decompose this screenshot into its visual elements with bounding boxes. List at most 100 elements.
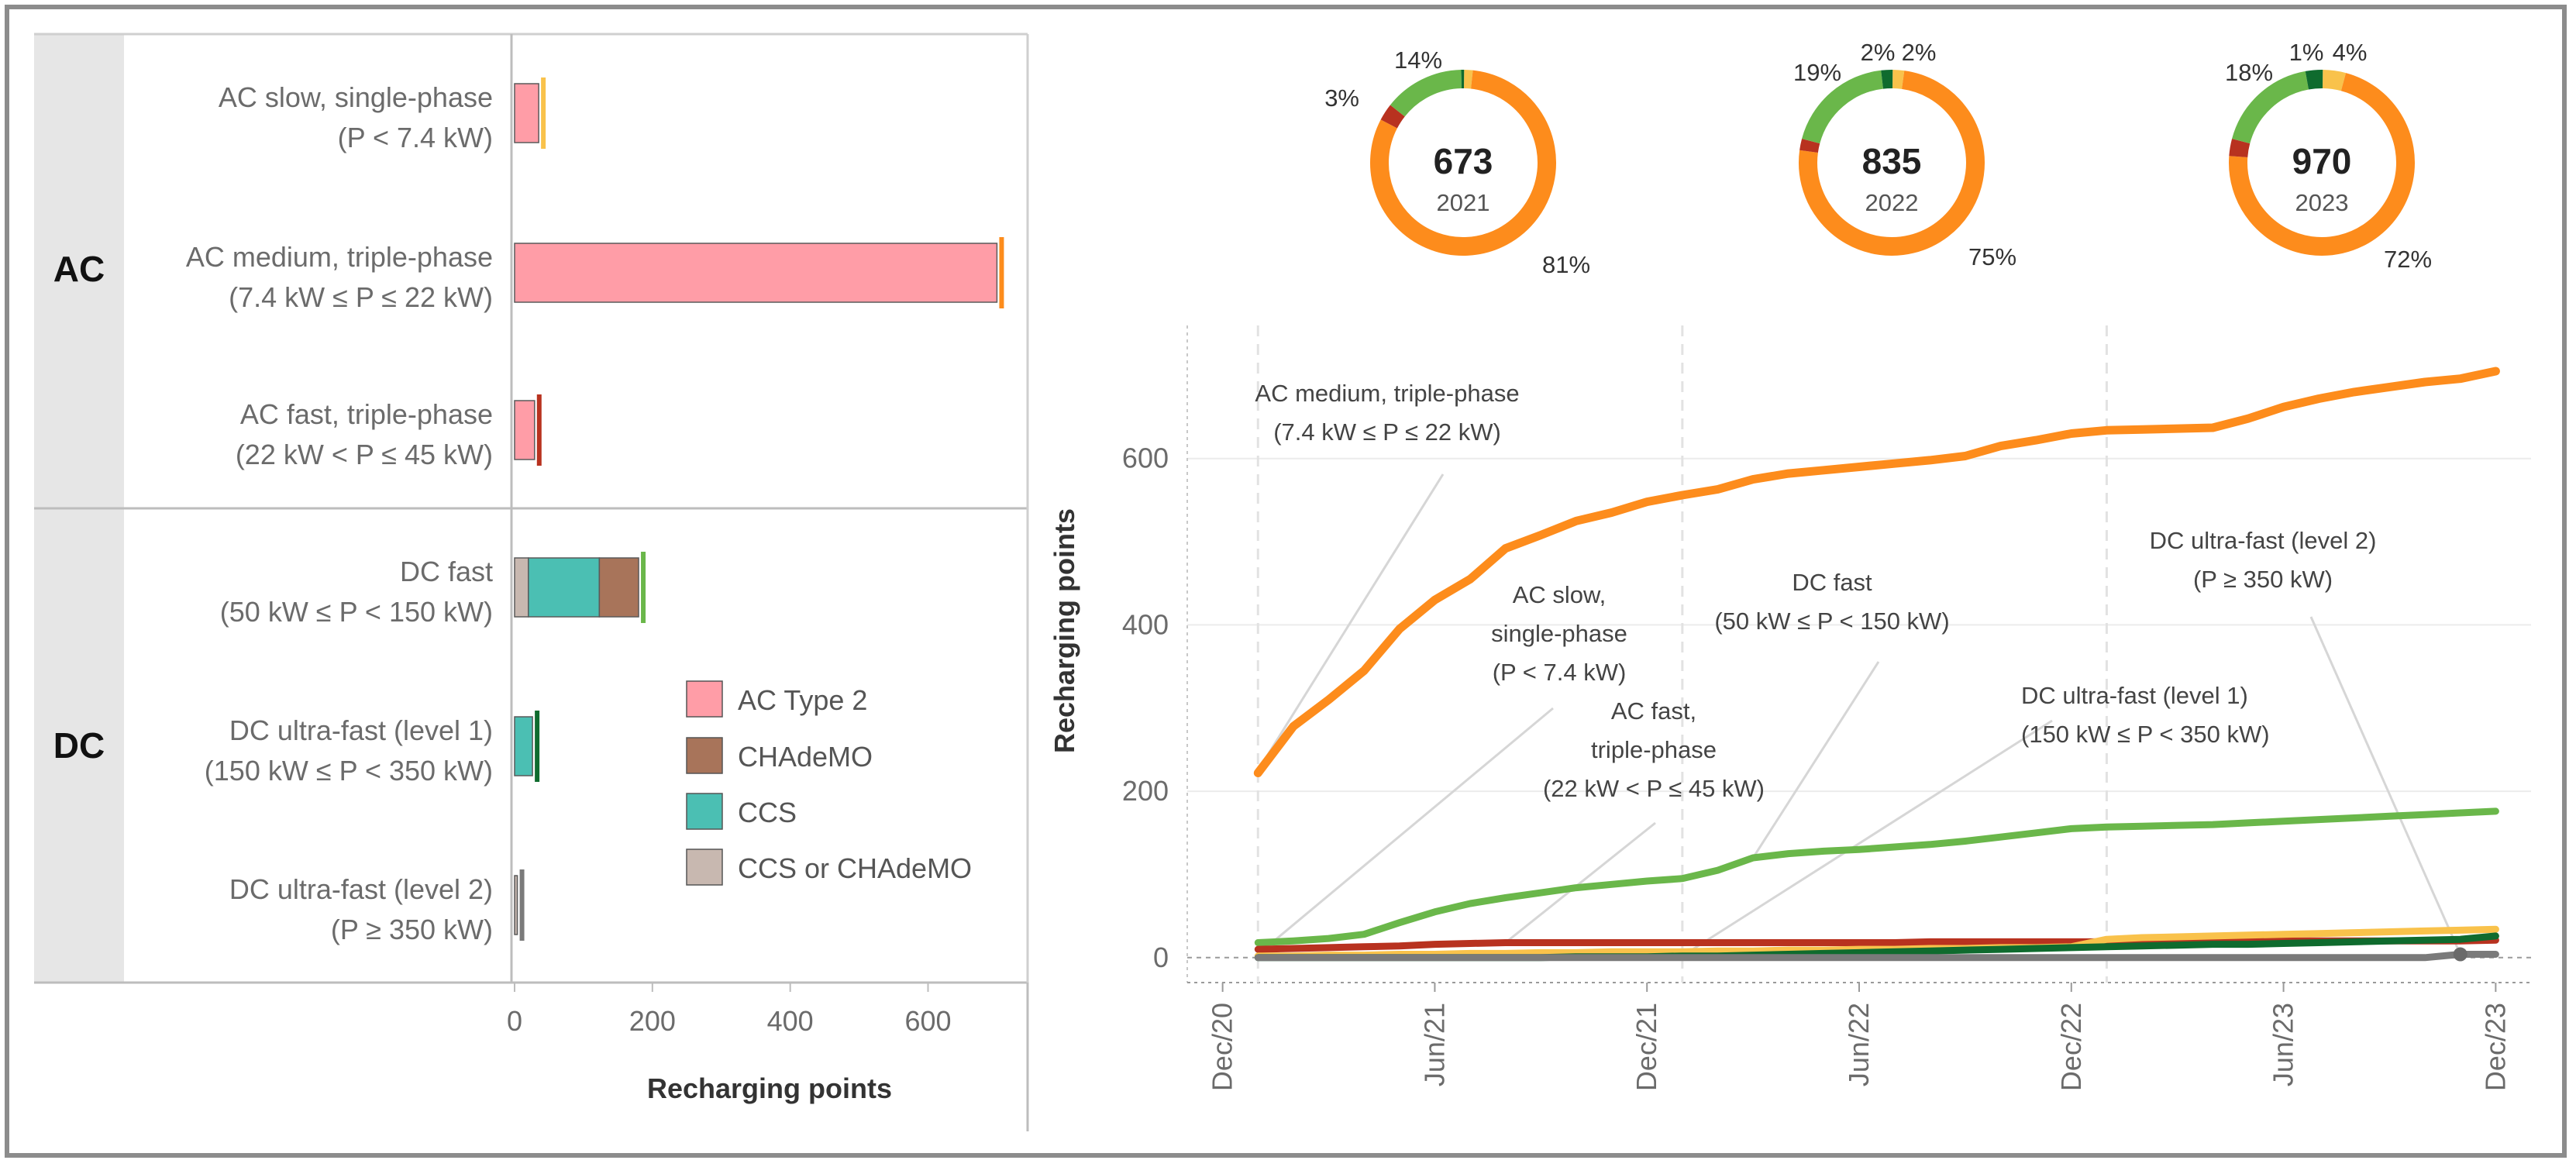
donut-slice-label: 72%	[2384, 246, 2432, 273]
legend-label: CCS	[738, 797, 797, 828]
row-label: AC slow, single-phase	[219, 81, 493, 113]
annotation-text: single-phase	[1491, 620, 1627, 647]
donut-slice	[1892, 70, 1905, 89]
donut-slice	[1799, 138, 1820, 153]
line-x-tick-label: Dec/23	[2479, 1003, 2511, 1091]
row-label-range: (P < 7.4 kW)	[338, 122, 493, 153]
annotation-leader-line	[2309, 616, 2462, 955]
donut-year: 2021	[1437, 189, 1490, 216]
bar-segment	[528, 557, 601, 618]
bar-segment	[514, 875, 518, 935]
donut-slice-label: 3%	[1324, 84, 1359, 112]
group-label-dc: DC	[53, 725, 105, 766]
bar-x-tick-label: 400	[767, 1005, 814, 1037]
row-total-marker	[519, 869, 525, 941]
donut-slice	[2305, 70, 2323, 90]
donut-slice	[2229, 73, 2415, 256]
donut-slice-label: 4%	[2333, 39, 2368, 66]
annotation-leader-line	[1751, 661, 1880, 859]
line-x-tick-label: Dec/20	[1207, 1003, 1238, 1091]
bar-x-axis-title: Recharging points	[647, 1072, 892, 1104]
bar-segment	[514, 557, 529, 618]
annotation-text: (50 kW ≤ P < 150 kW)	[1714, 608, 1949, 635]
donut-2022: 835 2022 75% 19% 2% 2%	[1793, 39, 2016, 270]
annotation-text: (150 kW ≤ P < 350 kW)	[2021, 721, 2270, 748]
line-y-tick-label: 400	[1122, 608, 1169, 640]
donut-slice-label: 1%	[2289, 39, 2324, 66]
dc-ultra2-point-marker	[2453, 947, 2468, 962]
row-label: AC medium, triple-phase	[186, 241, 493, 273]
donut-slice	[2322, 70, 2347, 91]
row-total-marker	[641, 552, 646, 623]
bar-segment	[598, 557, 639, 618]
donut-slice-label: 75%	[1968, 243, 2016, 270]
donut-slice-label: 2%	[1902, 39, 1937, 66]
donut-slice	[1380, 105, 1405, 129]
donut-slice	[1881, 70, 1893, 89]
donut-slice-label: 81%	[1542, 251, 1590, 278]
row-total-marker	[536, 394, 542, 466]
donut-slice	[1390, 70, 1462, 117]
annotation-text: (22 kW < P ≤ 45 kW)	[1543, 775, 1765, 802]
donut-slice-label: 2%	[1861, 39, 1896, 66]
row-label-range: (P ≥ 350 kW)	[331, 914, 493, 945]
legend-swatch	[686, 793, 723, 830]
donut-slice	[1370, 70, 1556, 256]
annotation-text: (7.4 kW ≤ P ≤ 22 kW)	[1273, 418, 1501, 446]
annotation-text: (P < 7.4 kW)	[1493, 659, 1627, 686]
bar-x-tick-label: 200	[629, 1005, 676, 1037]
annotation-text: AC medium, triple-phase	[1255, 380, 1519, 407]
line-y-tick-label: 0	[1153, 942, 1169, 973]
donut-total: 835	[1862, 141, 1922, 181]
line-y-tick-label: 200	[1122, 775, 1169, 807]
annotation-text: DC ultra-fast (level 1)	[2021, 682, 2248, 709]
group-header-ac-bg	[34, 34, 124, 508]
row-label: DC fast	[400, 556, 493, 587]
row-total-marker	[541, 77, 546, 149]
donut-slice-label: 14%	[1394, 46, 1442, 74]
donut-total: 970	[2292, 141, 2352, 181]
donut-2023: 970 2023 72% 18% 1% 4%	[2225, 39, 2432, 273]
line-series	[1254, 807, 2499, 946]
annotation-leader-line	[1256, 473, 1445, 772]
donut-slice	[1799, 71, 1985, 256]
legend-swatch	[686, 849, 723, 886]
annotation-text: AC fast,	[1611, 697, 1696, 725]
line-series	[1254, 951, 2499, 962]
annotation-leader-line	[1504, 821, 1656, 944]
donut-slice	[2229, 138, 2251, 158]
bar-segment	[514, 243, 998, 303]
line-x-tick-label: Jun/21	[1418, 1003, 1450, 1086]
line-x-tick-label: Jun/22	[1843, 1003, 1875, 1086]
line-x-tick-label: Dec/22	[2055, 1003, 2087, 1091]
legend-label: CHAdeMO	[738, 741, 873, 773]
row-total-marker	[535, 711, 540, 782]
donut-slice	[1802, 70, 1884, 144]
annotation-leader-line	[1257, 707, 1554, 955]
row-label: AC fast, triple-phase	[240, 398, 493, 430]
line-x-tick-label: Jun/23	[2268, 1003, 2299, 1086]
line-panel: 0 200 400 600 Dec/20 Jun/21 Dec/21 Jun/22 Dec/22…	[1049, 325, 2531, 1091]
row-label-range: (50 kW ≤ P < 150 kW)	[220, 596, 493, 628]
row-label-range: (22 kW < P ≤ 45 kW)	[236, 439, 493, 470]
donut-year: 2023	[2295, 189, 2349, 216]
donut-slice-label: 18%	[2225, 59, 2273, 86]
donut-slice-label: 19%	[1793, 59, 1841, 86]
donut-year: 2022	[1865, 189, 1919, 216]
legend-label: CCS or CHAdeMO	[738, 852, 972, 884]
annotation-leader-line	[1682, 719, 2053, 957]
bar-x-tick-label: 0	[507, 1005, 522, 1037]
annotation-text: (P ≥ 350 kW)	[2193, 566, 2333, 593]
donut-slice	[1463, 70, 1473, 89]
row-label-range: (7.4 kW ≤ P ≤ 22 kW)	[229, 281, 493, 313]
legend-swatch	[686, 737, 723, 774]
bar-segment	[514, 83, 539, 143]
bar-panel: AC DC AC slow, single-phase (P < 7.4 kW) AC …	[34, 33, 1029, 1131]
group-label-ac: AC	[53, 249, 105, 289]
dashboard-frame	[5, 5, 2567, 1158]
legend-swatch	[686, 680, 723, 718]
line-series	[1253, 367, 2500, 777]
group-header-dc-bg	[34, 508, 124, 983]
bar-segment	[514, 400, 536, 460]
